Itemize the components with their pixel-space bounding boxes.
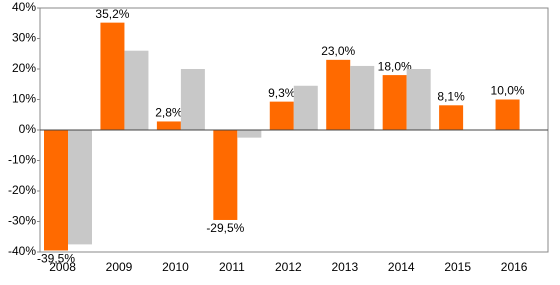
bar (100, 22, 125, 130)
y-tick-label: 20% (12, 61, 36, 75)
bar (156, 121, 181, 130)
y-tick-label: -20% (8, 183, 36, 197)
x-tick-label: 2009 (106, 260, 133, 274)
value-label: -39,5% (37, 252, 75, 266)
x-tick-label: 2014 (388, 260, 415, 274)
y-tick-label: 0% (19, 122, 37, 136)
bar (293, 85, 318, 130)
value-label: 23,0% (321, 44, 355, 58)
x-tick-label: 2012 (275, 260, 302, 274)
value-label: 8,1% (437, 89, 465, 103)
y-tick-label: 30% (12, 31, 36, 45)
y-tick-label: -10% (8, 153, 36, 167)
bar (44, 130, 68, 251)
bar (439, 105, 464, 130)
x-tick-label: 2011 (219, 260, 245, 274)
bar (237, 130, 262, 138)
x-tick-label: 2010 (162, 260, 189, 274)
x-tick-label: 2015 (444, 260, 471, 274)
y-tick-label: 10% (12, 92, 36, 106)
bar (406, 69, 431, 130)
bar (326, 59, 351, 130)
value-label: 2,8% (155, 106, 183, 120)
bar (495, 99, 520, 130)
value-label: 18,0% (378, 59, 412, 73)
bar (213, 130, 238, 220)
value-label: 35,2% (95, 7, 129, 21)
bar (68, 130, 92, 245)
x-tick-label: 2013 (331, 260, 358, 274)
bar (269, 101, 294, 130)
bar (382, 75, 407, 130)
y-tick-label: -30% (8, 214, 36, 228)
value-label: 10,0% (491, 84, 525, 98)
y-tick-label: 40% (12, 0, 36, 14)
value-label: -29,5% (206, 221, 244, 235)
bar (124, 50, 149, 131)
bar (180, 69, 205, 130)
bar (350, 65, 375, 130)
x-tick-label: 2016 (501, 260, 528, 274)
x-tick-label: 2008 (49, 260, 76, 274)
value-label: 9,3% (268, 86, 296, 100)
y-tick-label: -40% (8, 244, 36, 258)
